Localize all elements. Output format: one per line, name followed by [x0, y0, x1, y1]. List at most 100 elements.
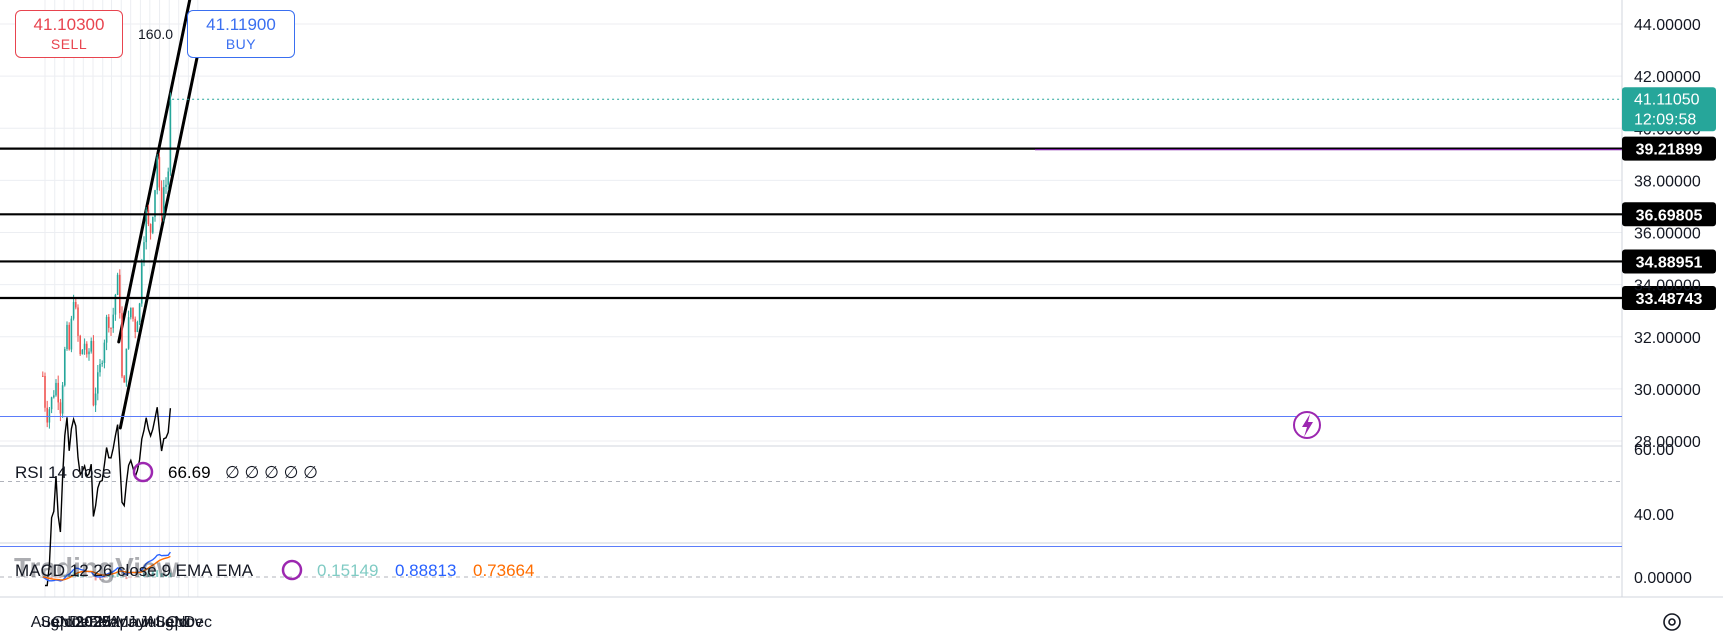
- candle-body: [59, 402, 62, 414]
- candle-body: [165, 184, 167, 187]
- time-tick: May: [116, 614, 146, 631]
- time-tick: Aug: [145, 614, 173, 631]
- macd-histogram-bar: [125, 577, 128, 580]
- macd-histogram-bar: [81, 575, 84, 577]
- macd-value: 0.88813: [395, 561, 456, 580]
- candle-body: [138, 303, 141, 322]
- candle-body: [110, 327, 112, 329]
- level-label-text: 33.48743: [1636, 291, 1703, 308]
- price-tick: 42.00000: [1634, 69, 1701, 86]
- macd-histogram-bar: [68, 573, 71, 577]
- chart-settings-icon[interactable]: [1663, 613, 1681, 631]
- macd-histogram-bar: [50, 577, 53, 579]
- buy-label: BUY: [225, 36, 257, 52]
- macd-histogram-bar: [85, 576, 88, 578]
- level-label-bg: [1622, 285, 1716, 310]
- candle-body: [149, 223, 152, 233]
- macd-histogram-bar: [169, 572, 172, 577]
- rsi-settings-icon[interactable]: [132, 461, 154, 483]
- macd-histogram-bar: [151, 571, 154, 577]
- macd-histogram-bar: [129, 577, 132, 578]
- lightning-icon[interactable]: [1293, 411, 1321, 439]
- time-tick: Aug: [31, 614, 59, 631]
- candle-body: [55, 382, 57, 396]
- macd-histogram-bar: [143, 573, 146, 577]
- time-tick: Sep: [155, 614, 184, 631]
- sell-button[interactable]: 41.10300 SELL: [15, 10, 123, 58]
- candle-body: [57, 382, 60, 403]
- current-price-label-bg: [1622, 87, 1716, 132]
- macd-histogram-bar: [116, 573, 119, 577]
- candle-body: [145, 209, 148, 243]
- buy-button[interactable]: 41.11900 BUY: [187, 10, 295, 58]
- candle-body: [143, 242, 145, 263]
- price-tick: 30.00000: [1634, 382, 1701, 399]
- trend-channel[interactable]: [117, 0, 200, 430]
- time-tick: Jul: [140, 614, 160, 631]
- macd-histogram-bar: [138, 576, 141, 577]
- candle-body: [94, 393, 97, 406]
- level-label-text: 39.21899: [1636, 142, 1703, 159]
- current-price-label: 41.11050: [1634, 91, 1700, 108]
- macd-histogram-bar: [63, 575, 66, 577]
- candle-body: [125, 348, 128, 383]
- candle-body: [154, 190, 156, 218]
- time-tick: Apr: [109, 614, 135, 631]
- candle-body: [116, 274, 119, 295]
- rsi-title[interactable]: RSI 14 close: [15, 463, 111, 482]
- macd-histogram-bar: [112, 574, 115, 577]
- level-label-text: 34.88951: [1636, 254, 1703, 271]
- time-axis[interactable]: AugSepOctNovDec2025FebMarAprMayJunJulAug…: [31, 614, 212, 631]
- rsi-tick: 60.00: [1634, 442, 1674, 459]
- horizontal-levels[interactable]: 39.21899 36.69805 34.88951 33.48743: [0, 136, 1716, 310]
- macd-histogram-bar: [72, 571, 75, 577]
- time-tick: Dec: [69, 614, 97, 631]
- macd-histogram-bar: [90, 577, 93, 578]
- candle-body: [152, 217, 154, 233]
- macd-title[interactable]: MACD 12 26 close 9 EMA EMA: [15, 561, 254, 580]
- macd-histogram-bar: [165, 574, 168, 577]
- candle-body: [44, 375, 46, 408]
- channel-upper-line[interactable]: [117, 0, 192, 344]
- channel-lower-line[interactable]: [118, 53, 200, 430]
- candle-body: [86, 343, 88, 355]
- time-tick: Dec: [184, 614, 212, 631]
- price-axis[interactable]: 44.0000042.0000040.0000038.0000036.00000…: [172, 17, 1716, 451]
- macd-histogram-bar: [134, 577, 137, 578]
- macd-histogram-bar: [107, 575, 110, 577]
- time-tick: Oct: [166, 614, 191, 631]
- candle-body: [112, 314, 115, 329]
- candle-body: [46, 407, 49, 423]
- macd-histogram-bar: [121, 576, 124, 578]
- macd-histogram-value: 0.15149: [317, 561, 378, 580]
- sell-price: 41.10300: [33, 15, 105, 34]
- level-label[interactable]: 36.69805: [1622, 202, 1716, 227]
- candle-body: [68, 324, 71, 350]
- candle-body: [92, 340, 95, 406]
- macd-histogram-bar: [99, 577, 102, 580]
- price-tick: 34.00000: [1634, 278, 1701, 295]
- level-label-text: 36.69805: [1636, 207, 1703, 224]
- candle-body: [121, 313, 123, 377]
- macd-icon-ring: [281, 559, 303, 581]
- countdown-label: 12:09:58: [1634, 111, 1696, 128]
- sell-label: SELL: [50, 36, 88, 52]
- price-tick: 36.00000: [1634, 226, 1701, 243]
- candle-body: [90, 340, 93, 352]
- level-label[interactable]: 39.21899: [1622, 136, 1716, 161]
- candle-body: [108, 316, 110, 328]
- level-label[interactable]: 33.48743: [1622, 285, 1716, 310]
- time-tick: Nov: [174, 614, 202, 631]
- candle-body: [75, 302, 77, 308]
- macd-settings-icon[interactable]: [281, 559, 303, 581]
- level-label[interactable]: 34.88951: [1622, 249, 1716, 274]
- rsi-line: [45, 407, 172, 587]
- time-tick: Jun: [127, 614, 153, 631]
- macd-histogram-bar: [103, 577, 106, 578]
- tradingview-watermark: TradingView: [14, 552, 179, 583]
- level-label-bg: [1622, 136, 1716, 161]
- candle-body: [141, 262, 143, 304]
- candle-body: [103, 342, 106, 363]
